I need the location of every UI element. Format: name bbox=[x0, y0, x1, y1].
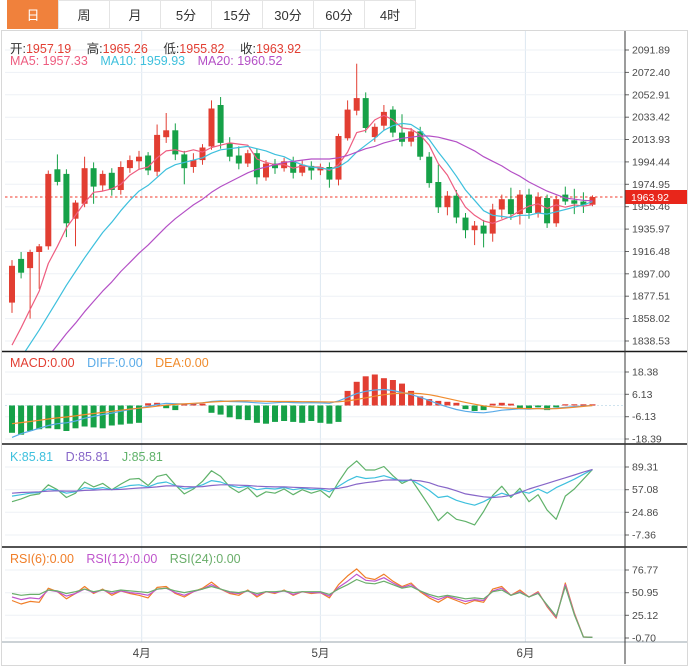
svg-text:18.38: 18.38 bbox=[632, 367, 658, 379]
svg-text:-18.39: -18.39 bbox=[632, 434, 662, 446]
svg-text:1955.46: 1955.46 bbox=[632, 201, 670, 213]
svg-text:50.95: 50.95 bbox=[632, 587, 658, 599]
svg-text:1994.44: 1994.44 bbox=[632, 156, 670, 168]
svg-text:57.08: 57.08 bbox=[632, 484, 658, 496]
svg-text:1935.97: 1935.97 bbox=[632, 224, 670, 236]
timeframe-tab-15分[interactable]: 15分 bbox=[211, 0, 263, 29]
svg-text:24.86: 24.86 bbox=[632, 507, 658, 519]
svg-text:1877.51: 1877.51 bbox=[632, 291, 670, 303]
svg-text:5月: 5月 bbox=[311, 648, 329, 660]
svg-text:89.31: 89.31 bbox=[632, 462, 658, 474]
timeframe-tab-4时[interactable]: 4时 bbox=[364, 0, 416, 29]
svg-text:6月: 6月 bbox=[516, 648, 534, 660]
svg-text:1838.53: 1838.53 bbox=[632, 336, 670, 348]
svg-text:25.12: 25.12 bbox=[632, 610, 658, 622]
svg-text:1963.92: 1963.92 bbox=[631, 192, 669, 204]
timeframe-tab-30分[interactable]: 30分 bbox=[262, 0, 314, 29]
svg-text:-6.13: -6.13 bbox=[632, 411, 656, 423]
svg-text:1916.48: 1916.48 bbox=[632, 246, 670, 258]
timeframe-tab-5分[interactable]: 5分 bbox=[160, 0, 212, 29]
svg-text:-7.36: -7.36 bbox=[632, 530, 656, 542]
timeframe-tabbar: 日周月 5分 15分 30分 60分 4时 bbox=[0, 0, 689, 29]
svg-text:2072.40: 2072.40 bbox=[632, 67, 670, 79]
svg-text:2091.89: 2091.89 bbox=[632, 45, 670, 57]
svg-text:4月: 4月 bbox=[133, 648, 151, 660]
svg-text:76.77: 76.77 bbox=[632, 565, 658, 577]
svg-text:2033.42: 2033.42 bbox=[632, 112, 670, 124]
svg-text:2052.91: 2052.91 bbox=[632, 89, 670, 101]
svg-text:2013.93: 2013.93 bbox=[632, 134, 670, 146]
timeframe-tab-周[interactable]: 周 bbox=[58, 0, 110, 29]
svg-text:1974.95: 1974.95 bbox=[632, 179, 670, 191]
chart-container: 2091.89 2072.40 2052.91 2033.42 2013.93 1994.… bbox=[1, 30, 688, 666]
timeframe-tab-60分[interactable]: 60分 bbox=[313, 0, 365, 29]
timeframe-tab-月[interactable]: 月 bbox=[109, 0, 161, 29]
svg-text:6.13: 6.13 bbox=[632, 389, 653, 401]
svg-text:1897.00: 1897.00 bbox=[632, 268, 670, 280]
timeframe-tab-日[interactable]: 日 bbox=[7, 0, 59, 29]
svg-text:-0.70: -0.70 bbox=[632, 633, 656, 645]
svg-text:1858.02: 1858.02 bbox=[632, 313, 670, 325]
chart-canvas[interactable]: 2091.89 2072.40 2052.91 2033.42 2013.93 1994.… bbox=[2, 31, 688, 664]
